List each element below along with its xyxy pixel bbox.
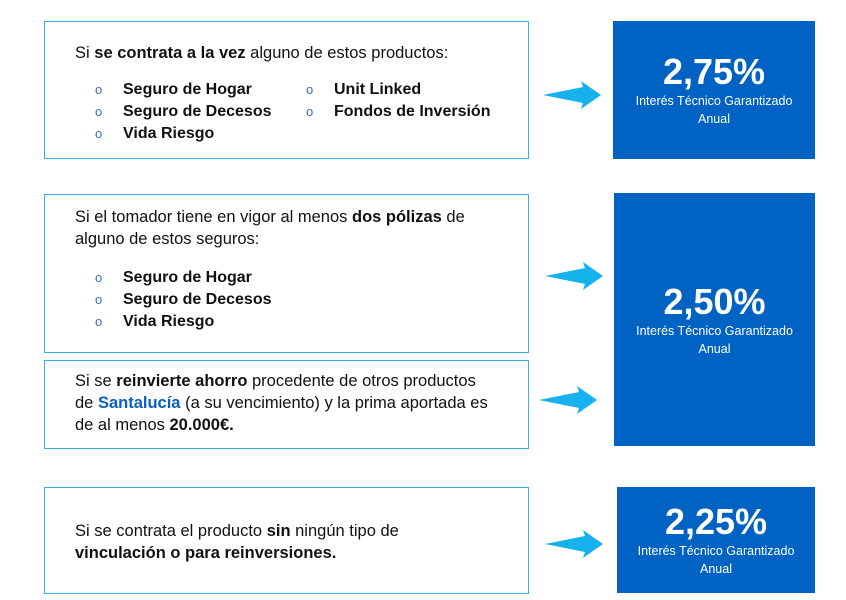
emphasis-text: dos pólizas xyxy=(351,208,442,226)
product-list-right: o Unit Linked o Fondos de Inversión xyxy=(306,79,490,123)
bullet-icon: o xyxy=(95,82,103,97)
text-segment: procedente de otros productos de xyxy=(75,372,476,412)
list-item: o Vida Riesgo xyxy=(95,311,272,333)
text-segment: (a su vencimiento) y la prima aportada e… xyxy=(75,394,488,434)
arrow-right-icon xyxy=(545,262,603,290)
condition-text: Si se reinvierte ahorro procedente de ot… xyxy=(75,370,495,436)
condition-text: Si el tomador tiene en vigor al menos do… xyxy=(75,206,505,250)
list-item-label: Seguro de Decesos xyxy=(123,103,272,120)
list-item-label: Unit Linked xyxy=(334,81,422,98)
rate-label: Interés Técnico Garantizado Anual xyxy=(637,544,795,576)
text-segment: ningún tipo de xyxy=(290,522,399,540)
arrow-right-icon xyxy=(545,530,603,558)
bullet-icon: o xyxy=(95,270,103,285)
list-item: o Vida Riesgo xyxy=(95,123,272,145)
list-item-label: Vida Riesgo xyxy=(123,313,215,330)
bullet-icon: o xyxy=(95,104,103,119)
list-item: o Seguro de Decesos xyxy=(95,289,272,311)
emphasis-text: vinculación o para reinversiones. xyxy=(75,544,337,562)
emphasis-text: se contrata a la vez xyxy=(94,44,246,62)
condition-card-4: Si se contrata el producto sin ningún ti… xyxy=(44,487,529,594)
text-segment: alguno de estos productos: xyxy=(245,44,449,62)
list-item: o Seguro de Decesos xyxy=(95,101,272,123)
condition-card-1: Si se contrata a la vez alguno de estos … xyxy=(44,21,529,159)
rate-value: 2,50% xyxy=(663,280,766,322)
bullet-icon: o xyxy=(306,104,314,119)
list-item-label: Vida Riesgo xyxy=(123,125,215,142)
emphasis-text: reinvierte ahorro xyxy=(116,372,248,390)
list-item-label: Fondos de Inversión xyxy=(334,103,491,120)
condition-text: Si se contrata a la vez alguno de estos … xyxy=(75,42,515,64)
emphasis-text: sin xyxy=(266,522,291,540)
arrow-right-icon xyxy=(539,386,597,414)
bullet-icon: o xyxy=(95,126,103,141)
rate-box-1: 2,75% Interés Técnico Garantizado Anual xyxy=(613,21,815,159)
list-item: o Fondos de Inversión xyxy=(306,101,490,123)
product-list: o Seguro de Hogar o Seguro de Decesos o Vida … xyxy=(95,267,272,333)
list-item-label: Seguro de Decesos xyxy=(123,291,272,308)
rate-box-2: 2,50% Interés Técnico Garantizado Anual xyxy=(614,193,815,446)
text-segment: Si xyxy=(75,44,95,62)
rate-label: Interés Técnico Garantizado Anual xyxy=(636,323,793,356)
list-item: o Seguro de Hogar xyxy=(95,267,272,289)
condition-card-2: Si el tomador tiene en vigor al menos do… xyxy=(44,194,529,353)
brand-name: Santalucía xyxy=(97,394,181,412)
emphasis-text: 20.000€. xyxy=(169,416,234,434)
product-list-left: o Seguro de Hogar o Seguro de Decesos o Vida … xyxy=(95,79,272,145)
condition-text: Si se contrata el producto sin ningún ti… xyxy=(75,520,475,564)
list-item: o Unit Linked xyxy=(306,79,490,101)
text-segment: Si se xyxy=(75,372,117,390)
bullet-icon: o xyxy=(95,314,103,329)
rate-label: Interés Técnico Garantizado Anual xyxy=(635,94,793,126)
bullet-icon: o xyxy=(95,292,103,307)
rate-value: 2,25% xyxy=(664,501,768,542)
rate-value: 2,75% xyxy=(662,51,766,92)
rate-box-3: 2,25% Interés Técnico Garantizado Anual xyxy=(617,487,815,593)
text-segment: de alguno de estos seguros: xyxy=(75,208,465,248)
text-segment: Si se contrata el producto xyxy=(75,522,267,540)
list-item: o Seguro de Hogar xyxy=(95,79,272,101)
list-item-label: Seguro de Hogar xyxy=(123,269,252,286)
bullet-icon: o xyxy=(306,82,314,97)
arrow-right-icon xyxy=(543,81,601,109)
condition-card-3: Si se reinvierte ahorro procedente de ot… xyxy=(44,360,529,449)
text-segment: Si el tomador tiene en vigor al menos xyxy=(75,208,352,226)
list-item-label: Seguro de Hogar xyxy=(123,81,252,98)
